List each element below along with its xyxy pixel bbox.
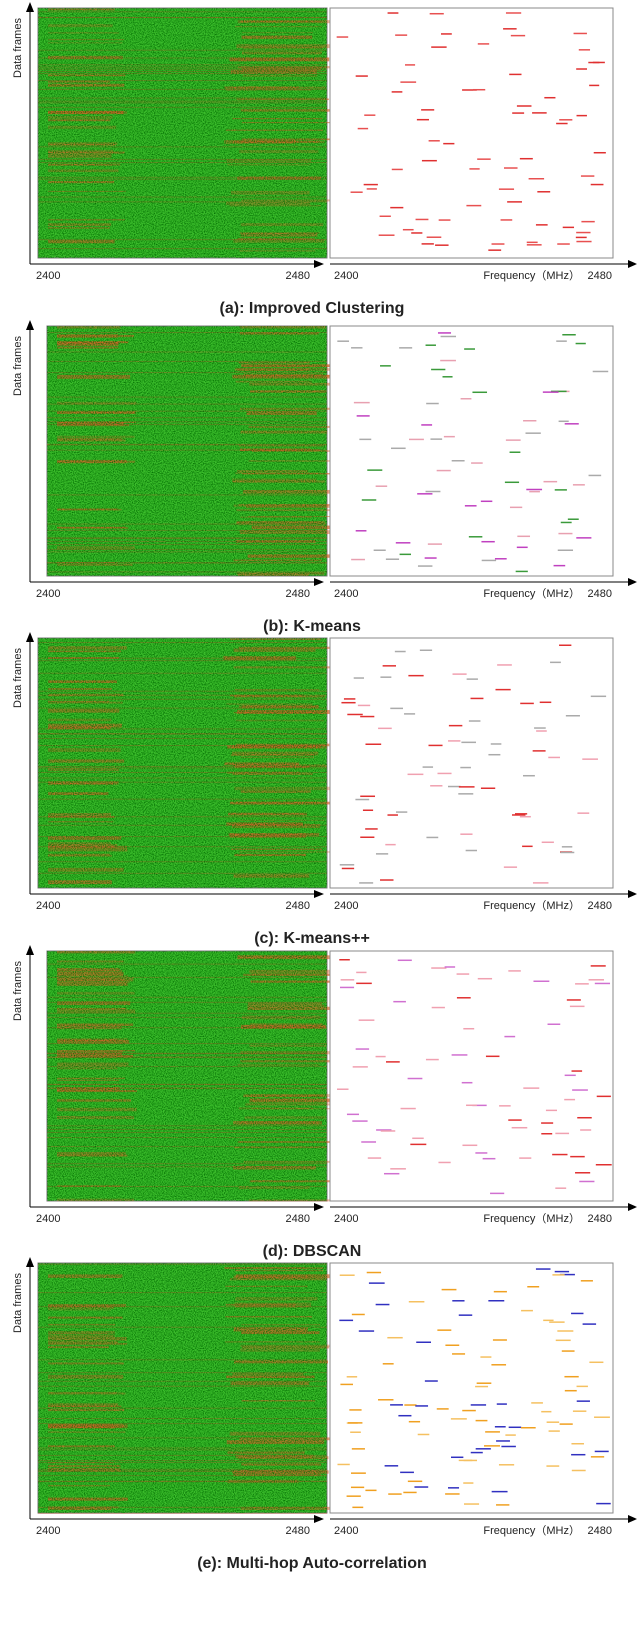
cluster-box (329, 1262, 614, 1514)
y-arrow (26, 1257, 34, 1267)
x-tick-label: 2400 (36, 270, 60, 282)
y-arrow (26, 320, 34, 330)
caption: (e): Multi-hop Auto-correlation (197, 1555, 427, 1572)
x-label: Frequency（MHz） (483, 1524, 580, 1537)
x-arrow (628, 1203, 637, 1211)
x-tick-label: 2480 (588, 1525, 612, 1537)
y-label: Data frames (12, 336, 24, 396)
x-label: Frequency（MHz） (483, 269, 580, 282)
x-tick-label: 2480 (588, 270, 612, 282)
x-tick-label: 2480 (588, 1213, 612, 1225)
x-tick-label: 2400 (334, 1525, 358, 1537)
spectrogram-noise (38, 8, 327, 258)
x-arrow (314, 578, 324, 586)
panel: Data frames 2400 2480 2400 Frequency（MHz） 248… (12, 632, 637, 947)
x-tick-label: 2400 (334, 900, 358, 912)
caption: (c): K-means++ (254, 930, 370, 947)
spectrogram-noise (47, 951, 327, 1201)
x-tick-label: 2400 (36, 1213, 60, 1225)
x-arrow (314, 1515, 324, 1523)
y-label: Data frames (12, 961, 24, 1021)
y-label: Data frames (12, 1273, 24, 1333)
caption: (b): K-means (263, 618, 361, 635)
x-tick-label: 2480 (588, 900, 612, 912)
y-arrow (26, 632, 34, 642)
cluster-box (329, 325, 614, 577)
panel: Data frames 2400 2480 2400 Frequency（MHz） 248… (12, 945, 637, 1260)
y-label: Data frames (12, 18, 24, 78)
y-label: Data frames (12, 648, 24, 708)
cluster-box (329, 7, 614, 259)
x-tick-label: 2400 (36, 588, 60, 600)
x-tick-label: 2400 (36, 1525, 60, 1537)
x-arrow (314, 890, 324, 898)
x-arrow (628, 260, 637, 268)
x-tick-label: 2400 (334, 270, 358, 282)
y-arrow (26, 945, 34, 955)
panel: Data frames 2400 2480 2400 Frequency（MHz） 248… (12, 320, 637, 635)
caption: (d): DBSCAN (263, 1243, 362, 1260)
x-arrow (628, 1515, 637, 1523)
x-tick-label: 2400 (36, 900, 60, 912)
caption: (a): Improved Clustering (220, 300, 405, 317)
x-arrow (314, 1203, 324, 1211)
x-tick-label: 2480 (286, 588, 310, 600)
spectrogram-noise (47, 326, 327, 576)
x-arrow (628, 578, 637, 586)
spectrogram-noise (38, 638, 327, 888)
x-tick-label: 2480 (286, 1525, 310, 1537)
x-tick-label: 2400 (334, 588, 358, 600)
x-tick-label: 2480 (286, 1213, 310, 1225)
x-tick-label: 2480 (588, 588, 612, 600)
spectrogram-noise (38, 1263, 327, 1513)
panel: Data frames 2400 2480 2400 Frequency（MHz） 248… (12, 1257, 637, 1572)
x-tick-label: 2400 (334, 1213, 358, 1225)
x-tick-label: 2480 (286, 900, 310, 912)
x-label: Frequency（MHz） (483, 1212, 580, 1225)
x-arrow (314, 260, 324, 268)
y-arrow (26, 2, 34, 12)
x-label: Frequency（MHz） (483, 587, 580, 600)
x-label: Frequency（MHz） (483, 899, 580, 912)
x-arrow (628, 890, 637, 898)
spectrogram-line (38, 1512, 327, 1514)
x-tick-label: 2480 (286, 270, 310, 282)
panel: Data frames 2400 2480 2400 Frequency（MHz） 248… (12, 2, 637, 317)
